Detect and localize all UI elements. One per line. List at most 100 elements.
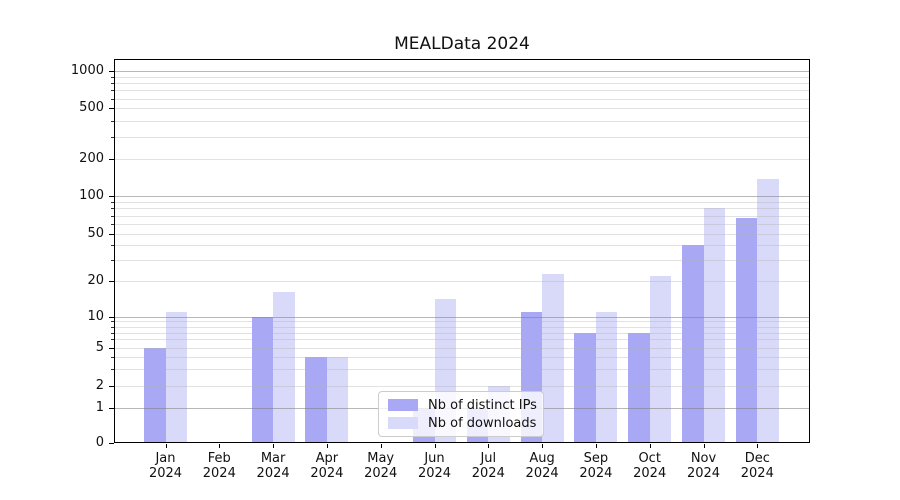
gridline-minor-80 [114,208,810,210]
x-axis-label-jan: Jan 2024 [148,451,183,481]
x-axis-label-oct: Oct 2024 [633,451,667,481]
gridline-minor-2 [114,386,810,387]
x-axis-tick-apr [326,444,328,448]
gridline-minor-900 [114,76,810,78]
y-axis-label-0: 0 [95,435,104,450]
x-axis-label-feb: Feb 2024 [202,451,236,481]
gridline-minor-7 [114,332,810,334]
legend: Nb of distinct IPs Nb of downloads [378,391,544,437]
x-axis-tick-dec [757,444,759,448]
x-axis-tick-sep [595,444,597,448]
y-axis-label-1000: 1000 [70,63,104,78]
x-axis-label-sep: Sep 2024 [579,451,613,481]
y-axis-minor-tick-7 [111,332,114,334]
x-axis-tick-jun [434,444,436,448]
y-axis-tick-500 [109,108,114,110]
legend-label-downloads: Nb of downloads [428,415,537,431]
bar-dec-distinct-ips [735,218,758,443]
gridline-minor-8 [114,326,810,328]
bar-mar-distinct-ips [251,316,274,443]
y-axis-minor-tick-60 [111,224,114,226]
gridline-minor-200 [114,159,810,160]
gridline-minor-6 [114,339,810,341]
x-axis-label-nov: Nov 2024 [686,451,721,481]
y-axis-minor-tick-300 [111,136,114,138]
gridline-minor-3 [114,369,810,370]
gridline-minor-500 [114,108,810,110]
bar-apr-downloads [326,356,349,443]
x-axis-tick-nov [703,444,705,448]
y-axis-minor-tick-600 [111,98,114,100]
x-axis-label-jun: Jun 2024 [417,451,452,481]
gridline-minor-9 [114,321,810,323]
bar-mar-downloads [273,292,295,443]
gridline-minor-800 [114,83,810,84]
y-axis-tick-20 [109,281,114,282]
gridline-minor-5 [114,347,810,349]
legend-swatch-downloads [388,417,418,429]
bar-jan-downloads [165,311,187,443]
x-axis-label-aug: Aug 2024 [525,451,559,481]
y-axis-tick-1000 [109,71,114,72]
gridline-minor-60 [114,224,810,226]
gridline-minor-40 [114,245,810,247]
x-axis-tick-mar [273,444,275,448]
y-axis-tick-100 [109,196,114,198]
legend-label-distinct-ips: Nb of distinct IPs [428,397,537,413]
y-axis-minor-tick-800 [111,83,114,84]
y-axis-tick-50 [109,234,114,235]
y-axis-minor-tick-900 [111,76,114,78]
x-axis-tick-may [380,444,382,448]
bar-oct-downloads [649,276,672,443]
y-axis-label-500: 500 [79,100,104,116]
chart-title: MEALData 2024 [394,34,530,54]
gridline-major-10 [114,316,810,318]
y-axis-tick-10 [109,316,114,318]
y-axis-label-100: 100 [79,188,104,204]
bar-dec-downloads [757,179,779,443]
gridline-minor-50 [114,234,810,235]
y-axis-minor-tick-6 [111,339,114,341]
gridline-minor-4 [114,356,810,358]
y-axis-label-10: 10 [87,308,104,324]
x-axis-tick-jul [488,444,490,448]
bar-oct-distinct-ips [628,332,650,443]
x-axis-label-mar: Mar 2024 [256,451,290,481]
y-axis-label-50: 50 [87,226,104,241]
x-axis-tick-oct [649,444,651,448]
gridline-minor-700 [114,90,810,92]
x-axis-tick-aug [542,444,544,448]
y-axis-minor-tick-700 [111,90,114,92]
y-axis-label-20: 20 [87,273,104,288]
gridline-major-1000 [114,71,810,72]
y-axis-label-2: 2 [95,378,104,393]
y-axis-label-1: 1 [95,400,104,415]
bar-nov-distinct-ips [682,245,704,443]
gridline-minor-400 [114,120,810,122]
y-axis-tick-0 [109,443,114,444]
x-axis-label-jul: Jul 2024 [471,451,505,481]
gridline-minor-300 [114,136,810,138]
bar-aug-downloads [542,273,564,443]
y-axis-minor-tick-90 [111,202,114,203]
y-axis-minor-tick-4 [111,356,114,358]
x-axis-label-dec: Dec 2024 [740,451,774,481]
y-axis-label-5: 5 [95,339,104,355]
gridline-minor-70 [114,215,810,217]
bar-jan-distinct-ips [144,347,166,443]
y-axis-tick-200 [109,159,114,160]
y-axis-tick-1 [109,408,114,409]
legend-item-distinct-ips: Nb of distinct IPs [388,397,537,413]
x-axis-tick-feb [219,444,221,448]
y-axis-minor-tick-3 [111,369,114,370]
legend-swatch-distinct-ips [388,399,418,411]
bar-sep-downloads [595,311,618,443]
y-axis-label-200: 200 [79,151,104,166]
gridline-minor-600 [114,98,810,100]
bar-sep-distinct-ips [574,332,596,443]
x-axis-tick-jan [165,444,167,448]
y-axis-minor-tick-30 [111,260,114,262]
bar-apr-distinct-ips [305,356,327,443]
